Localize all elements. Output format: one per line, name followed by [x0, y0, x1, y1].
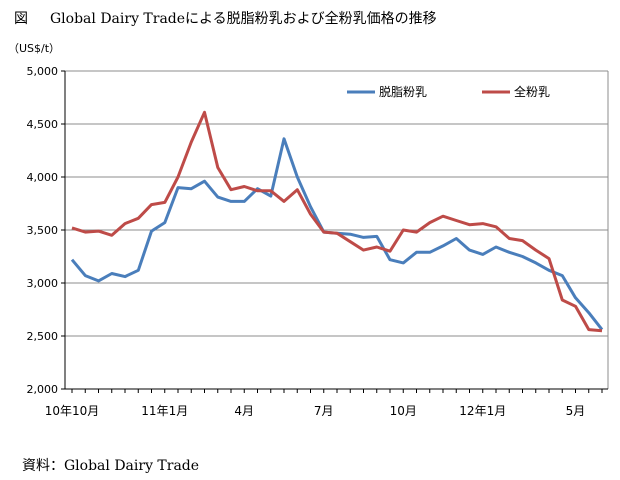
- x-tick-label: 10月: [390, 404, 417, 418]
- line-chart: 2,000 2,500 3,000 3,500 4,000 4,500 5,000 10年1…: [27, 65, 609, 418]
- x-axis-ticks: 10年10月 11年1月 4月 7月 10月 12年1月 5月: [45, 389, 603, 418]
- legend-label: 全粉乳: [514, 84, 550, 99]
- x-tick-label: 5月: [566, 404, 586, 418]
- source-note: 資料：Global Dairy Trade: [22, 458, 200, 474]
- x-tick-label: 11年1月: [141, 404, 188, 418]
- legend-label: 脱脂粉乳: [379, 84, 427, 99]
- series-lines: [70, 110, 604, 333]
- y-tick-label: 3,000: [27, 277, 59, 290]
- y-tick-label: 2,000: [27, 383, 59, 396]
- y-tick-label: 4,500: [27, 118, 59, 131]
- x-tick-label: 12年1月: [459, 404, 506, 418]
- y-axis-ticks: 2,000 2,500 3,000 3,500 4,000 4,500 5,000: [27, 65, 65, 396]
- x-tick-label: 7月: [314, 404, 334, 418]
- y-tick-label: 2,500: [27, 330, 59, 343]
- series-line-2: [71, 110, 603, 333]
- chart-title: 図 Global Dairy Tradeによる脱脂粉乳および全粉乳価格の推移: [14, 8, 437, 28]
- x-tick-label: 10年10月: [45, 404, 100, 418]
- x-tick-label: 4月: [234, 404, 254, 418]
- y-tick-label: 3,500: [27, 224, 59, 237]
- figure-title: Global Dairy Tradeによる脱脂粉乳および全粉乳価格の推移: [50, 11, 437, 27]
- y-axis-unit: （US$/t）: [8, 42, 61, 55]
- y-tick-label: 4,000: [27, 171, 59, 184]
- y-tick-label: 5,000: [27, 65, 59, 78]
- gridlines: [65, 70, 609, 390]
- figure-label: 図: [14, 11, 28, 27]
- legend: 脱脂粉乳 全粉乳: [347, 84, 550, 99]
